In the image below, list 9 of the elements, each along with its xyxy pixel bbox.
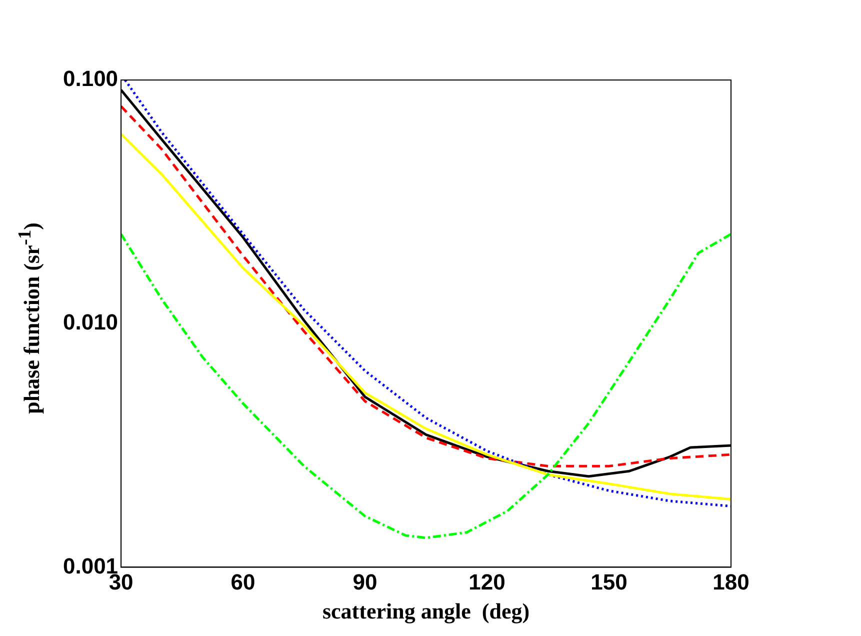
x-tick-label: 150 xyxy=(590,569,628,594)
x-tick-label: 120 xyxy=(468,569,506,594)
x-tick-label: 60 xyxy=(230,569,256,594)
line-series xyxy=(121,232,731,540)
y-tick-label: 0.010 xyxy=(62,310,118,335)
y-tick-label: 0.100 xyxy=(62,66,118,92)
x-tick-label: 90 xyxy=(352,569,378,594)
x-tick-label: 180 xyxy=(712,569,750,594)
x-axis-title: scattering angle (deg) xyxy=(322,598,530,624)
